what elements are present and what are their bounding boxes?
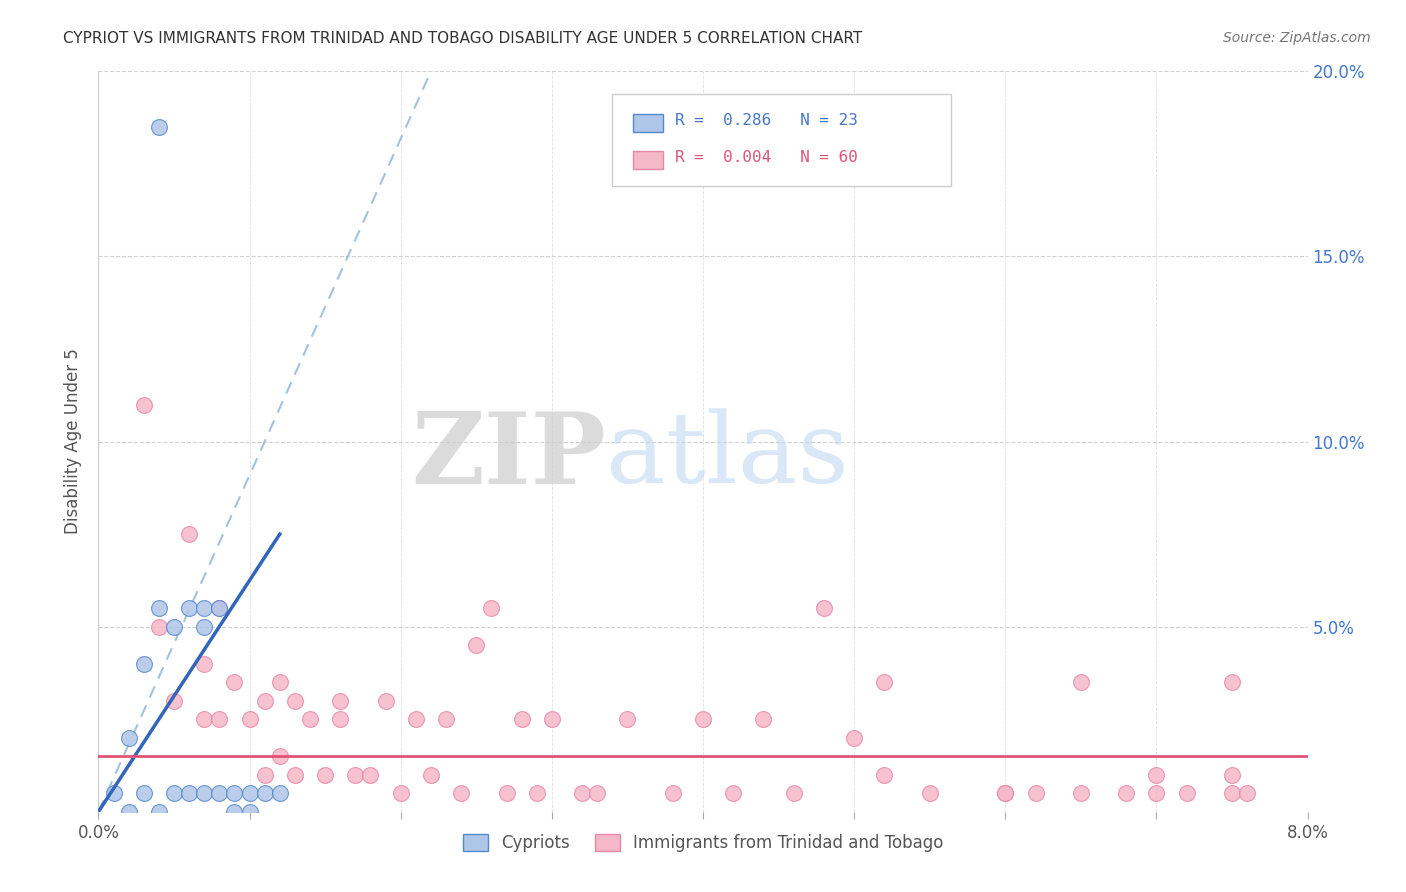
FancyBboxPatch shape <box>613 94 950 186</box>
Point <box>208 601 231 615</box>
Point <box>179 527 201 541</box>
Point <box>526 786 548 800</box>
Text: CYPRIOT VS IMMIGRANTS FROM TRINIDAD AND TOBAGO DISABILITY AGE UNDER 5 CORRELATIO: CYPRIOT VS IMMIGRANTS FROM TRINIDAD AND … <box>63 31 862 46</box>
Point <box>374 694 396 708</box>
Point <box>163 694 186 708</box>
Point <box>873 675 896 690</box>
Point <box>481 601 503 615</box>
Point <box>163 786 186 800</box>
Point <box>208 786 231 800</box>
Point <box>692 712 714 726</box>
Point <box>1146 786 1168 800</box>
Point <box>465 638 488 652</box>
Y-axis label: Disability Age Under 5: Disability Age Under 5 <box>65 349 83 534</box>
Point <box>994 786 1017 800</box>
Text: atlas: atlas <box>606 409 849 504</box>
Point <box>284 694 307 708</box>
Point <box>269 786 291 800</box>
Point <box>1220 786 1243 800</box>
Point <box>253 694 276 708</box>
Point <box>148 619 170 633</box>
Point <box>813 601 835 615</box>
Point <box>118 805 141 819</box>
Point <box>1070 786 1092 800</box>
Point <box>844 731 866 745</box>
Point <box>208 601 231 615</box>
Point <box>918 786 941 800</box>
Point <box>148 601 170 615</box>
Point <box>1236 786 1258 800</box>
Point <box>1146 767 1168 781</box>
Point <box>420 767 443 781</box>
Point <box>148 120 170 134</box>
Text: ZIP: ZIP <box>412 408 606 505</box>
Legend: Cypriots, Immigrants from Trinidad and Tobago: Cypriots, Immigrants from Trinidad and T… <box>456 828 950 859</box>
FancyBboxPatch shape <box>633 151 664 169</box>
Point <box>723 786 745 800</box>
Point <box>329 694 352 708</box>
Point <box>329 712 352 726</box>
Point <box>239 805 262 819</box>
Point <box>994 786 1017 800</box>
Point <box>1220 767 1243 781</box>
Point <box>193 657 215 671</box>
Point <box>208 712 231 726</box>
Point <box>752 712 775 726</box>
Point <box>1115 786 1137 800</box>
Point <box>193 786 215 800</box>
Point <box>239 786 262 800</box>
Point <box>163 619 186 633</box>
Point <box>132 398 155 412</box>
Point <box>224 786 246 800</box>
Point <box>540 712 562 726</box>
Point <box>193 619 215 633</box>
Point <box>495 786 517 800</box>
Point <box>284 767 307 781</box>
Point <box>132 786 155 800</box>
Point <box>269 675 291 690</box>
Point <box>253 786 276 800</box>
Point <box>873 767 896 781</box>
Point <box>179 601 201 615</box>
Point <box>586 786 609 800</box>
Point <box>783 786 806 800</box>
Point <box>389 786 412 800</box>
Point <box>193 712 215 726</box>
Point <box>193 601 215 615</box>
Point <box>360 767 382 781</box>
Point <box>132 657 155 671</box>
Point <box>616 712 638 726</box>
Point <box>179 786 201 800</box>
Point <box>239 712 262 726</box>
Point <box>224 675 246 690</box>
FancyBboxPatch shape <box>633 114 664 132</box>
Point <box>661 786 683 800</box>
Point <box>103 786 125 800</box>
Text: Source: ZipAtlas.com: Source: ZipAtlas.com <box>1223 31 1371 45</box>
Point <box>299 712 322 726</box>
Point <box>405 712 427 726</box>
Point <box>1175 786 1198 800</box>
Point <box>1070 675 1092 690</box>
Point <box>571 786 593 800</box>
Point <box>253 767 276 781</box>
Point <box>314 767 336 781</box>
Point <box>510 712 533 726</box>
Point <box>269 749 291 764</box>
Point <box>1220 675 1243 690</box>
Point <box>450 786 472 800</box>
Point <box>148 805 170 819</box>
Point <box>1025 786 1047 800</box>
Point <box>434 712 457 726</box>
Point <box>224 805 246 819</box>
Text: R =  0.286   N = 23: R = 0.286 N = 23 <box>675 113 858 128</box>
Point <box>344 767 367 781</box>
Text: R =  0.004   N = 60: R = 0.004 N = 60 <box>675 151 858 166</box>
Point <box>118 731 141 745</box>
